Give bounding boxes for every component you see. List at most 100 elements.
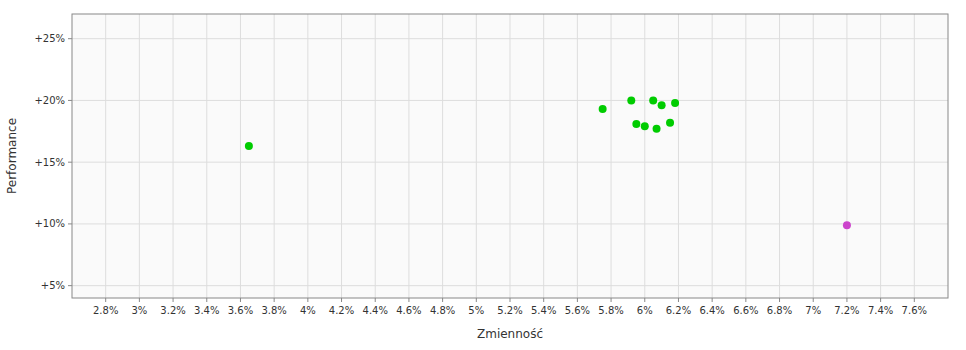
grid-line-x xyxy=(678,14,679,298)
tick-label-x: 5.2% xyxy=(497,305,522,316)
tick-x xyxy=(274,298,275,302)
tick-x xyxy=(375,298,376,302)
tick-x xyxy=(139,298,140,302)
tick-label-x: 6.4% xyxy=(699,305,724,316)
tick-x xyxy=(307,298,308,302)
tick-x xyxy=(745,298,746,302)
tick-label-y: +10% xyxy=(34,218,65,229)
tick-x xyxy=(779,298,780,302)
tick-label-y: +5% xyxy=(41,280,65,291)
grid-line-x xyxy=(712,14,713,298)
point xyxy=(671,99,679,107)
grid-line-x xyxy=(846,14,847,298)
tick-x xyxy=(543,298,544,302)
grid-line-x xyxy=(577,14,578,298)
point xyxy=(649,96,657,104)
tick-label-x: 4.6% xyxy=(396,305,421,316)
grid-line-x xyxy=(779,14,780,298)
chart: 2.8%3%3.2%3.4%3.6%3.8%4%4.2%4.4%4.6%4.8%… xyxy=(0,0,966,350)
point xyxy=(843,221,851,229)
tick-label-x: 7% xyxy=(805,305,821,316)
grid-line-y xyxy=(72,162,948,163)
plot-area xyxy=(72,14,948,298)
tick-label-x: 7.4% xyxy=(868,305,893,316)
tick-label-x: 4.8% xyxy=(430,305,455,316)
tick-x xyxy=(105,298,106,302)
tick-label-x: 3.6% xyxy=(228,305,253,316)
tick-x xyxy=(678,298,679,302)
grid-line-x xyxy=(173,14,174,298)
grid-line-y xyxy=(72,285,948,286)
grid xyxy=(72,14,948,298)
grid-line-x xyxy=(813,14,814,298)
tick-x xyxy=(442,298,443,302)
tick-label-x: 3.2% xyxy=(160,305,185,316)
point xyxy=(245,142,253,150)
grid-line-x xyxy=(914,14,915,298)
tick-label-x: 2.8% xyxy=(93,305,118,316)
tick-x xyxy=(476,298,477,302)
tick-y xyxy=(68,285,72,286)
tick-label-x: 5% xyxy=(468,305,484,316)
grid-line-x xyxy=(274,14,275,298)
point xyxy=(653,125,661,133)
tick-y xyxy=(68,223,72,224)
point xyxy=(627,96,635,104)
grid-line-x xyxy=(442,14,443,298)
marks xyxy=(245,96,851,229)
tick-label-x: 6.8% xyxy=(767,305,792,316)
tick-x xyxy=(341,298,342,302)
tick-x xyxy=(914,298,915,302)
y-axis-label: Performance xyxy=(5,118,19,194)
grid-line-x xyxy=(105,14,106,298)
tick-label-x: 6.2% xyxy=(666,305,691,316)
tick-label-y: +20% xyxy=(34,95,65,106)
tick-x xyxy=(712,298,713,302)
tick-y xyxy=(68,38,72,39)
axes: 2.8%3%3.2%3.4%3.6%3.8%4%4.2%4.4%4.6%4.8%… xyxy=(34,14,948,316)
tick-label-x: 7.2% xyxy=(834,305,859,316)
tick-label-x: 6.6% xyxy=(733,305,758,316)
point xyxy=(658,101,666,109)
tick-y xyxy=(68,162,72,163)
grid-line-x xyxy=(543,14,544,298)
tick-x xyxy=(813,298,814,302)
tick-label-x: 3% xyxy=(131,305,147,316)
series xyxy=(843,221,851,229)
tick-label-x: 4% xyxy=(300,305,316,316)
grid-line-x xyxy=(139,14,140,298)
grid-line-x xyxy=(240,14,241,298)
grid-line-x xyxy=(880,14,881,298)
grid-line-x xyxy=(476,14,477,298)
tick-label-x: 4.4% xyxy=(363,305,388,316)
tick-x xyxy=(510,298,511,302)
tick-x xyxy=(644,298,645,302)
tick-label-x: 3.4% xyxy=(194,305,219,316)
grid-line-x xyxy=(745,14,746,298)
grid-line-x xyxy=(644,14,645,298)
tick-x xyxy=(880,298,881,302)
grid-line-x xyxy=(611,14,612,298)
tick-label-x: 7.6% xyxy=(902,305,927,316)
tick-x xyxy=(206,298,207,302)
series xyxy=(245,96,679,150)
point xyxy=(641,122,649,130)
tick-x xyxy=(846,298,847,302)
point xyxy=(599,105,607,113)
plot-frame xyxy=(72,14,948,298)
point xyxy=(632,120,640,128)
grid-line-x xyxy=(375,14,376,298)
tick-label-y: +15% xyxy=(34,157,65,168)
tick-label-x: 5.8% xyxy=(598,305,623,316)
grid-line-y xyxy=(72,100,948,101)
tick-label-y: +25% xyxy=(34,33,65,44)
tick-label-x: 5.4% xyxy=(531,305,556,316)
tick-label-x: 4.2% xyxy=(329,305,354,316)
tick-x xyxy=(408,298,409,302)
tick-label-x: 6% xyxy=(637,305,653,316)
x-axis-label: Zmienność xyxy=(477,327,543,341)
tick-label-x: 5.6% xyxy=(565,305,590,316)
tick-x xyxy=(577,298,578,302)
grid-line-y xyxy=(72,223,948,224)
tick-x xyxy=(173,298,174,302)
